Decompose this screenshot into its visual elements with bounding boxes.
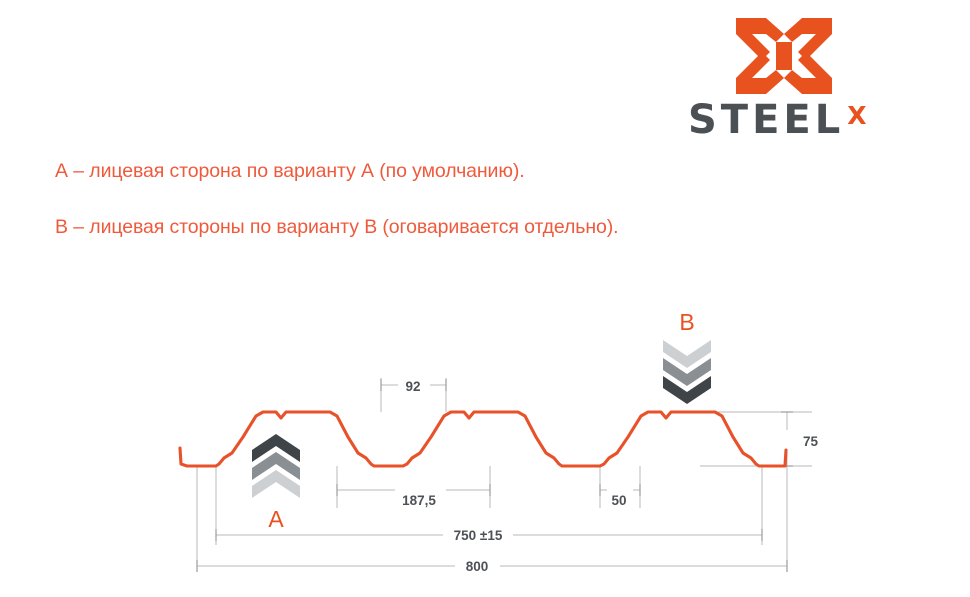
dim-50-label: 50 <box>611 493 626 508</box>
dim-92-label: 92 <box>405 379 420 394</box>
brand-wordmark: STEEL X <box>688 100 918 144</box>
dimension-lines-group <box>196 378 812 572</box>
marker-b-chevron-1 <box>663 340 711 368</box>
dim-75-label: 75 <box>803 434 819 449</box>
dim-750-label: 750 ±15 <box>454 528 503 543</box>
dim-800-label: 800 <box>466 559 489 574</box>
marker-b-chevron-3 <box>663 376 711 404</box>
wordmark-x: X <box>847 101 867 130</box>
marker-a: А <box>252 434 300 532</box>
legend-line-b: В – лицевая стороны по варианту В (огова… <box>55 216 619 238</box>
wordmark-steel: STEEL <box>688 97 845 143</box>
marker-b-chevron-icon <box>663 340 711 404</box>
marker-a-label: А <box>268 506 284 532</box>
profile-outline <box>178 410 788 468</box>
marker-a-chevron-2 <box>252 452 300 480</box>
marker-b-label: В <box>679 309 694 335</box>
dim-187-5-label: 187,5 <box>402 493 436 508</box>
marker-a-chevron-1 <box>252 434 300 462</box>
marker-a-chevron-3 <box>252 470 300 498</box>
steelx-logo-mark-icon <box>736 18 832 94</box>
dimension-ticks-group <box>196 379 793 572</box>
marker-b-chevron-2 <box>663 358 711 386</box>
marker-b: В <box>663 309 711 404</box>
marker-a-chevron-icon <box>252 434 300 498</box>
brand-logo: STEEL X <box>688 18 918 146</box>
legend-line-a: А – лицевая сторона по варианту А (по ум… <box>55 160 525 182</box>
